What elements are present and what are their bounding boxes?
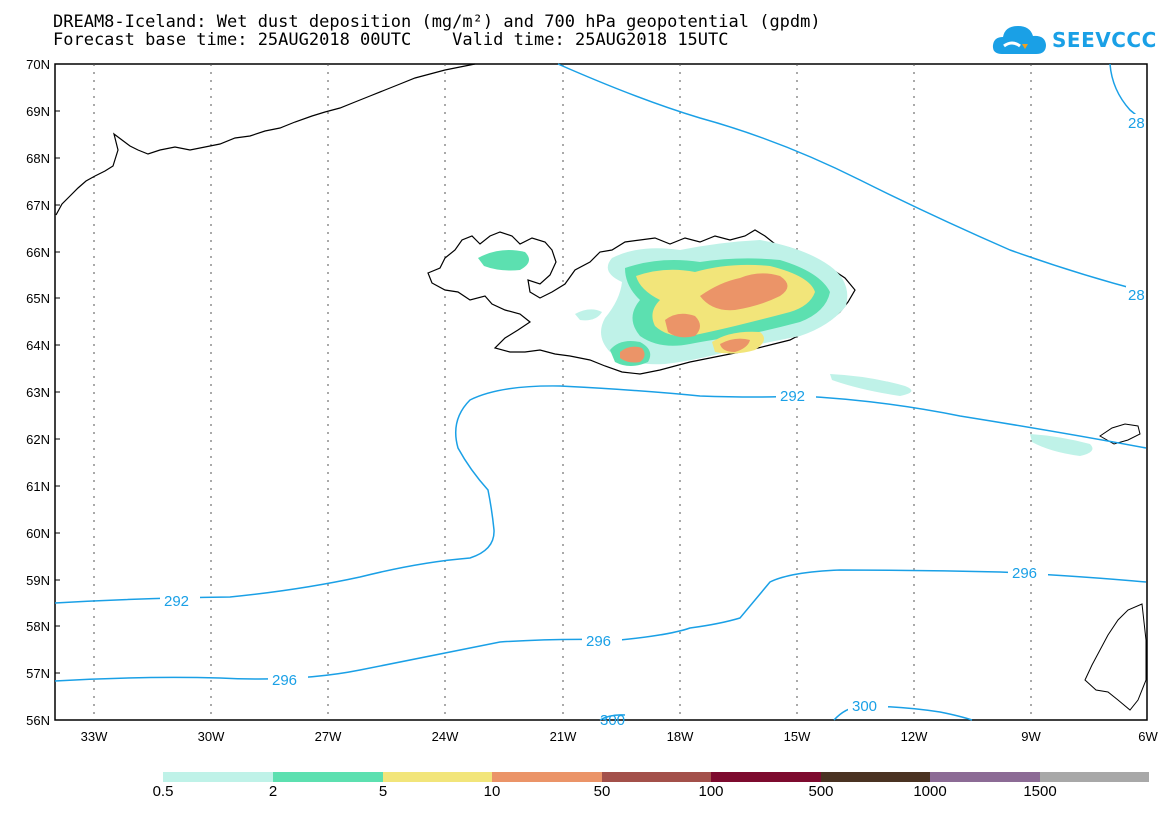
lon-label: 15W: [784, 729, 811, 744]
legend-label: 100: [698, 783, 724, 800]
cloud-logo-icon: [992, 26, 1046, 54]
lat-label: 61N: [26, 479, 50, 494]
legend-swatch: [711, 772, 821, 782]
seevccc-logo: SEEVCCC: [990, 20, 1156, 60]
lon-label: 27W: [315, 729, 342, 744]
longitude-labels: 33W 30W 27W 24W 21W 18W 15W 12W 9W 6W: [81, 729, 1159, 744]
legend-label: 0.5: [152, 783, 174, 800]
legend-label: 1500: [1023, 783, 1057, 800]
map-title: DREAM8-Iceland: Wet dust deposition (mg/…: [53, 12, 821, 32]
lat-label: 70N: [26, 57, 50, 72]
lat-label: 58N: [26, 619, 50, 634]
lon-label: 21W: [550, 729, 577, 744]
lon-label: 12W: [901, 729, 928, 744]
map-subtitle: Forecast base time: 25AUG2018 00UTC Vali…: [53, 30, 729, 50]
faroe-coastline: [1099, 423, 1141, 445]
lat-label: 63N: [26, 385, 50, 400]
legend-label: 10: [483, 783, 501, 800]
lon-label: 33W: [81, 729, 108, 744]
contour-300-west: [599, 714, 626, 721]
lon-label: 30W: [198, 729, 225, 744]
contour-label: 292: [164, 593, 189, 610]
contour-label: 296: [272, 672, 297, 689]
legend-label: 500: [808, 783, 834, 800]
latitude-ticks: [55, 63, 60, 721]
contour-292: [54, 385, 1147, 604]
legend-label: 5: [378, 783, 388, 800]
legend-swatch: [930, 772, 1040, 782]
contour-label: 300: [600, 712, 625, 729]
lon-label: 24W: [432, 729, 459, 744]
legend-label: 1000: [913, 783, 947, 800]
lat-label: 64N: [26, 338, 50, 353]
legend-swatch: [492, 772, 602, 782]
lon-label: 6W: [1138, 729, 1158, 744]
contour-label: 28: [1128, 115, 1145, 132]
legend-label: 50: [593, 783, 611, 800]
contour-labels: 292 292 296 296 296 300 300 28 28: [160, 114, 1146, 729]
legend-swatch: [163, 772, 273, 782]
lat-label: 67N: [26, 198, 50, 213]
lat-label: 56N: [26, 713, 50, 728]
legend-swatch: [273, 772, 383, 782]
lat-label: 62N: [26, 432, 50, 447]
map-frame: [54, 63, 1148, 721]
legend-swatch: [602, 772, 711, 782]
legend-swatch: [383, 772, 492, 782]
lat-label: 69N: [26, 104, 50, 119]
lat-label: 66N: [26, 245, 50, 260]
lat-label: 60N: [26, 526, 50, 541]
legend-label: 2: [268, 783, 278, 800]
greenland-coastline: [55, 63, 476, 216]
lat-label: 57N: [26, 666, 50, 681]
lon-label: 18W: [667, 729, 694, 744]
dust-deposition-shading: [478, 240, 1093, 456]
contour-300-east: [833, 705, 973, 721]
lat-label: 68N: [26, 151, 50, 166]
lat-label: 65N: [26, 291, 50, 306]
contour-label: 292: [780, 388, 805, 405]
legend-swatch: [1040, 772, 1149, 782]
latitude-labels: 70N 69N 68N 67N 66N 65N 64N 63N 62N 61N …: [26, 57, 50, 728]
legend-colorbar: [163, 772, 1149, 782]
contour-label: 296: [1012, 565, 1037, 582]
contour-label: 28: [1128, 287, 1145, 304]
lat-label: 59N: [26, 573, 50, 588]
legend-swatch: [821, 772, 930, 782]
contour-288-upper: [557, 63, 1147, 293]
logo-text: SEEVCCC: [1052, 28, 1157, 52]
contour-label: 296: [586, 633, 611, 650]
contour-label: 300: [852, 698, 877, 715]
lon-label: 9W: [1021, 729, 1041, 744]
scotland-coastline: [1084, 603, 1147, 711]
